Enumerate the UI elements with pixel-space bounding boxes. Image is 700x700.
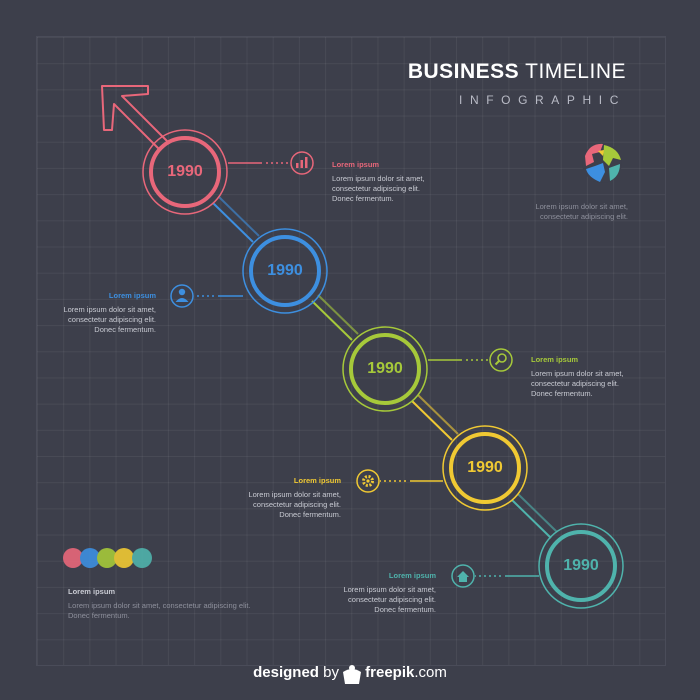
milestone-text-3: Lorem ipsum Lorem ipsum dolor sit amet, … [531,355,671,399]
footer-by: by [323,664,339,681]
milestone-heading-2: Lorem ipsum [108,291,156,300]
color-legend [63,548,152,568]
legend-note-body: Lorem ipsum dolor sit amet, consectetur … [68,601,251,620]
milestone-heading-1: Lorem ipsum [332,160,380,169]
globe-note-text: Lorem ipsum dolor sit amet, consectetur … [535,202,628,221]
milestone-circle-3 [342,326,428,412]
milestone-text-4: Lorem ipsum Lorem ipsum dolor sit amet, … [201,476,341,520]
title-light: TIMELINE [525,60,626,83]
milestone-text-1: Lorem ipsum Lorem ipsum dolor sit amet, … [332,160,472,204]
milestone-year-1: 1990 [167,163,203,180]
milestone-year-2: 1990 [267,262,303,279]
footer-designed: designed [253,664,319,681]
legend-note-heading: Lorem ipsum [68,587,116,596]
bar-chart-icon [290,151,314,175]
legend-note: Lorem ipsum Lorem ipsum dolor sit amet, … [68,587,288,621]
milestone-circle-2 [242,228,328,314]
search-icon [489,348,513,372]
milestone-body-1: Lorem ipsum dolor sit amet, consectetur … [332,174,425,203]
footer-domain: .com [414,664,447,681]
milestone-circle-1 [142,129,228,215]
connector-lines [194,162,539,577]
milestone-year-4: 1990 [467,459,503,476]
milestone-text-2: Lorem ipsum Lorem ipsum dolor sit amet, … [16,291,156,335]
title-bold: BUSINESS [407,60,520,83]
home-icon [451,564,475,588]
footer-brand: freepik [365,664,415,681]
timeline-tracks [212,196,558,539]
milestone-body-2: Lorem ipsum dolor sit amet, consectetur … [63,305,156,334]
milestone-body-4: Lorem ipsum dolor sit amet, consectetur … [248,490,341,519]
milestone-text-5: Lorem ipsum Lorem ipsum dolor sit amet, … [296,571,436,615]
milestone-body-5: Lorem ipsum dolor sit amet, consectetur … [343,585,436,614]
user-icon [170,284,194,308]
milestone-heading-5: Lorem ipsum [388,571,436,580]
globe-icon [582,143,622,183]
milestone-heading-3: Lorem ipsum [531,355,579,364]
milestone-body-3: Lorem ipsum dolor sit amet, consectetur … [531,369,624,398]
page-subtitle: INFOGRAPHIC [459,93,626,107]
milestone-circle-4 [442,425,528,511]
gear-icon [356,469,380,493]
milestone-year-3: 1990 [367,360,403,377]
milestone-circle-5 [538,523,624,609]
milestone-year-5: 1990 [563,557,599,574]
freepik-logo-icon [343,665,361,684]
milestone-heading-4: Lorem ipsum [293,476,341,485]
page-title: BUSINESS TIMELINE [408,60,626,84]
footer-credit: designed by freepik.com [0,664,700,681]
